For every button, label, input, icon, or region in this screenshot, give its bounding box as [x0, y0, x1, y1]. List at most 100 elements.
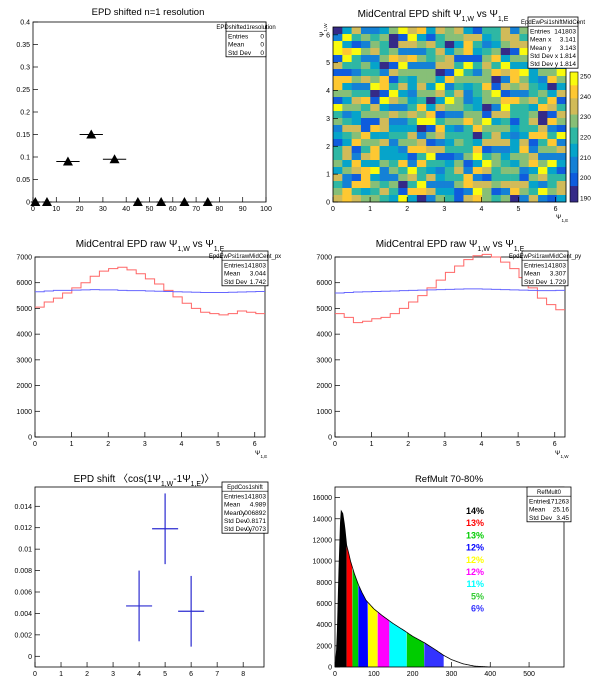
heatmap-cell: [472, 132, 483, 140]
x-tick-label: 4: [480, 441, 484, 448]
stats-value: 171263: [547, 498, 569, 505]
legend-entry: 12%: [466, 543, 484, 553]
heatmap-cell: [547, 83, 557, 91]
y-tick-label: 5000: [16, 306, 32, 313]
heatmap-cell: [360, 69, 371, 77]
y-tick-label: 0.008: [14, 568, 32, 575]
heatmap-cell: [454, 69, 464, 77]
heatmap-cell: [333, 153, 343, 161]
heatmap-cell: [435, 132, 446, 140]
heatmap-cell: [426, 111, 436, 119]
heatmap-cell: [398, 125, 408, 133]
heatmap-cell: [398, 195, 408, 203]
heatmap-cell: [472, 55, 483, 63]
y-tick-label: 0.4: [20, 20, 30, 27]
heatmap-cell: [463, 104, 474, 112]
stats-value: 141803: [544, 262, 566, 269]
heatmap-cell: [528, 167, 539, 175]
heatmap-cell: [351, 167, 362, 175]
heatmap-cell: [444, 27, 455, 35]
heatmap-cell: [500, 41, 511, 49]
heatmap-cell: [519, 153, 530, 161]
heatmap-cell: [519, 69, 530, 77]
heatmap-cell: [482, 34, 492, 42]
heatmap-cell: [519, 160, 530, 168]
stats-label: Entries: [224, 262, 245, 269]
heatmap-cell: [379, 83, 390, 91]
plot-frame: [34, 486, 265, 668]
heatmap-cell: [370, 104, 380, 112]
heatmap-cell: [435, 76, 446, 84]
heatmap-cell: [407, 90, 418, 98]
heatmap-cell: [482, 118, 492, 126]
heatmap-cell: [463, 132, 474, 140]
heatmap-cell: [472, 41, 483, 49]
histogram-series-1: [335, 288, 565, 294]
heatmap-cell: [556, 69, 567, 77]
x-tick-label: 3: [442, 206, 446, 213]
stats-label: Entries: [530, 28, 551, 35]
heatmap-cell: [333, 188, 343, 196]
heatmap-cell: [528, 160, 539, 168]
heatmap-cell: [416, 125, 427, 133]
heatmap-cell: [463, 139, 474, 147]
x-axis-label: Ψ1,W​: [555, 450, 569, 459]
heatmap-cell: [351, 195, 362, 203]
heatmap-cell: [398, 62, 408, 70]
heatmap-cell: [510, 34, 520, 42]
heatmap-cell: [472, 125, 483, 133]
heatmap-cell: [416, 55, 427, 63]
heatmap-cell: [407, 27, 418, 35]
heatmap-cell: [351, 62, 362, 70]
heatmap-cell: [388, 90, 399, 98]
z-tick-label: 240: [580, 94, 591, 101]
heatmap-cell: [482, 104, 492, 112]
legend-entry: 12%: [466, 567, 484, 577]
heatmap-cell: [519, 83, 530, 91]
heatmap-cell: [491, 48, 502, 56]
heatmap-cell: [454, 48, 464, 56]
heatmap-cell: [491, 27, 502, 35]
heatmap-cell: [398, 132, 408, 140]
x-tick-label: 6: [554, 206, 558, 213]
heatmap-cell: [388, 83, 399, 91]
heatmap-cell: [426, 132, 436, 140]
heatmap-cell: [379, 153, 390, 161]
heatmap-cell: [398, 97, 408, 105]
heatmap-cell: [528, 76, 539, 84]
x-tick-label: 3: [111, 671, 115, 678]
x-tick-label: 6: [553, 441, 557, 448]
heatmap-cell: [556, 139, 567, 147]
heatmap-cell: [333, 160, 343, 168]
heatmap-cell: [370, 153, 380, 161]
heatmap-cell: [407, 118, 418, 126]
heatmap-cell: [360, 55, 371, 63]
heatmap-cell: [426, 146, 436, 154]
stats-label: Std Dev y: [530, 61, 559, 68]
x-tick-label: 50: [146, 206, 154, 213]
heatmap-cell: [510, 55, 520, 63]
heatmap-cell: [500, 27, 511, 35]
heatmap-cell: [407, 188, 418, 196]
stats-title: EpdEwPsi1shiftMidCent: [521, 20, 585, 26]
data-point: [109, 154, 120, 164]
heatmap-cell: [379, 34, 390, 42]
y-tick-label: 0: [26, 200, 30, 207]
heatmap-cell: [388, 181, 399, 189]
heatmap-cell: [510, 146, 520, 154]
plot-frame: [334, 256, 566, 438]
heatmap-cell: [500, 111, 511, 119]
heatmap-cell: [351, 90, 362, 98]
heatmap-cell: [500, 55, 511, 63]
heatmap-cell: [351, 76, 362, 84]
z-tick-label: 190: [580, 195, 591, 202]
heatmap-cell: [370, 195, 380, 203]
heatmap-cell: [454, 118, 464, 126]
heatmap-cell: [491, 188, 502, 196]
heatmap-cell: [407, 83, 418, 91]
heatmap-cell: [538, 181, 548, 189]
legend-entry: 13%: [466, 518, 484, 528]
area-segment-6: [389, 620, 407, 667]
stats-value: 141803: [554, 28, 576, 35]
heatmap-cell: [342, 153, 352, 161]
